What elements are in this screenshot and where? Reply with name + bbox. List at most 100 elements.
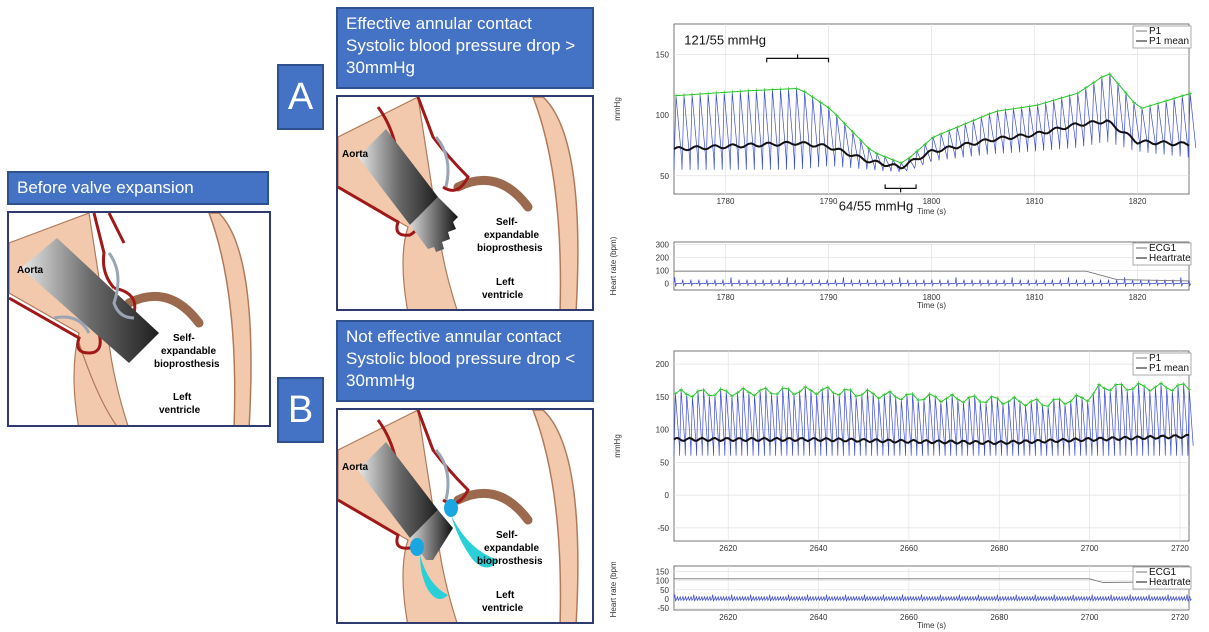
letter-b-box: B — [277, 377, 324, 443]
systolic-marker — [682, 93, 687, 98]
systolic-marker — [778, 87, 783, 92]
before-aorta-label: Aorta — [17, 265, 44, 276]
panel-b-left-label: Left — [496, 590, 515, 601]
systolic-marker — [758, 388, 763, 393]
legend-entry: P1 — [1149, 26, 1162, 37]
y-tick-label: 0 — [665, 280, 670, 289]
annotation-bracket-121 — [766, 54, 830, 63]
systolic-marker — [808, 388, 813, 393]
legend-entry: P1 — [1149, 353, 1162, 364]
systolic-envelope — [675, 382, 1190, 407]
y-tick-label: -50 — [657, 604, 669, 613]
systolic-marker — [810, 95, 815, 100]
legend-entry: P1 mean — [1149, 36, 1189, 47]
panel-a-expandable-label: expandable — [484, 230, 539, 241]
systolic-marker — [1131, 100, 1136, 105]
y-tick-label: 0 — [665, 595, 670, 604]
before-illustration: Aorta Self- expandable bioprosthesis Lef… — [9, 213, 252, 425]
legend-box — [1132, 25, 1192, 49]
systolic-marker — [1046, 404, 1051, 409]
systolic-marker — [786, 86, 791, 91]
x-tick-label: 1820 — [1129, 197, 1147, 206]
systolic-marker — [887, 389, 892, 394]
annotation-121-55: 121/55 mmHg — [684, 32, 766, 47]
systolic-marker — [820, 387, 825, 392]
legend-entry: ECG1 — [1149, 243, 1177, 254]
systolic-marker — [797, 389, 802, 394]
systolic-marker — [858, 138, 863, 143]
x-tick-label: 2720 — [1171, 544, 1189, 553]
pressure-chart-b: 2620 2640 2660 2680 2700 2720 -50 0 50 100 150 200 m… — [613, 350, 1194, 553]
systolic-marker — [995, 396, 1000, 401]
systolic-marker — [1130, 387, 1135, 392]
systolic-marker — [780, 386, 785, 391]
systolic-marker — [842, 387, 847, 392]
systolic-marker — [1068, 399, 1073, 404]
systolic-marker — [1148, 103, 1153, 108]
panel-a-left-label: Left — [496, 277, 515, 288]
panel-b-ventricle-label: ventricle — [482, 603, 524, 614]
before-bioprosthesis-label: bioprosthesis — [154, 359, 220, 370]
systolic-marker — [927, 392, 932, 397]
systolic-marker — [1172, 96, 1177, 101]
systolic-marker — [893, 395, 898, 400]
x-tick-label: 2660 — [900, 544, 918, 553]
letter-a: A — [287, 76, 314, 118]
p1-mean-trace — [673, 433, 1190, 445]
panel-a-title-box: Effective annular contact Systolic blood… — [336, 7, 594, 89]
plot-area — [673, 350, 1190, 542]
y-tick-label: -50 — [657, 524, 669, 533]
y-tick-label: 300 — [656, 241, 670, 250]
systolic-marker — [987, 111, 992, 116]
y-tick-label: 0 — [665, 491, 670, 500]
systolic-marker — [1115, 81, 1120, 86]
systolic-marker — [1029, 399, 1034, 404]
systolic-marker — [1164, 385, 1169, 390]
systolic-marker — [923, 142, 928, 147]
x-tick-label: 1780 — [717, 197, 735, 206]
x-tick-label: 2700 — [1081, 544, 1099, 553]
x-tick-label: 1810 — [1026, 197, 1044, 206]
panel-a-line1: Effective annular contact — [346, 14, 532, 33]
x-tick-label: 2620 — [719, 613, 737, 622]
systolic-marker — [842, 121, 847, 126]
systolic-marker — [729, 394, 734, 399]
systolic-marker — [690, 394, 695, 399]
systolic-marker — [1107, 72, 1112, 77]
systolic-marker — [738, 89, 743, 94]
systolic-marker — [834, 113, 839, 118]
x-axis-label: Time (s) — [917, 207, 946, 216]
legend-entry: Heartrate — [1149, 253, 1191, 264]
y-tick-label: 200 — [656, 360, 670, 369]
systolic-marker — [944, 396, 949, 401]
panel-a-aorta-label: Aorta — [342, 149, 369, 160]
systolic-marker — [752, 393, 757, 398]
systolic-marker — [701, 387, 706, 392]
x-tick-label: 1790 — [820, 197, 838, 206]
systolic-marker — [1075, 91, 1080, 96]
systolic-marker — [979, 115, 984, 120]
systolic-marker — [695, 389, 700, 394]
panel-b-illustration: Aorta Self- expandable bioprosthesis Lef… — [338, 410, 579, 622]
heartrate-chart-a: 1780 1790 1800 1810 1820 0 100 200 300 Time (s) He… — [609, 237, 1192, 310]
systolic-marker — [882, 392, 887, 397]
x-tick-label: 2660 — [900, 613, 918, 622]
x-tick-label: 2640 — [810, 544, 828, 553]
x-tick-label: 2680 — [990, 544, 1008, 553]
systolic-marker — [955, 125, 960, 130]
systolic-marker — [882, 154, 887, 159]
systolic-marker — [818, 100, 823, 105]
systolic-marker — [972, 393, 977, 398]
systolic-marker — [712, 393, 717, 398]
x-tick-label: 2640 — [810, 613, 828, 622]
systolic-marker — [1027, 104, 1032, 109]
systolic-marker — [1040, 403, 1045, 408]
systolic-marker — [802, 89, 807, 94]
systolic-marker — [1096, 382, 1101, 387]
systolic-marker — [1091, 80, 1096, 85]
systolic-marker — [1034, 397, 1039, 402]
before-title-box: Before valve expansion — [7, 171, 269, 205]
panel-a-line3: 30mmHg — [346, 58, 415, 77]
systolic-marker — [1125, 388, 1130, 393]
systolic-marker — [865, 388, 870, 393]
